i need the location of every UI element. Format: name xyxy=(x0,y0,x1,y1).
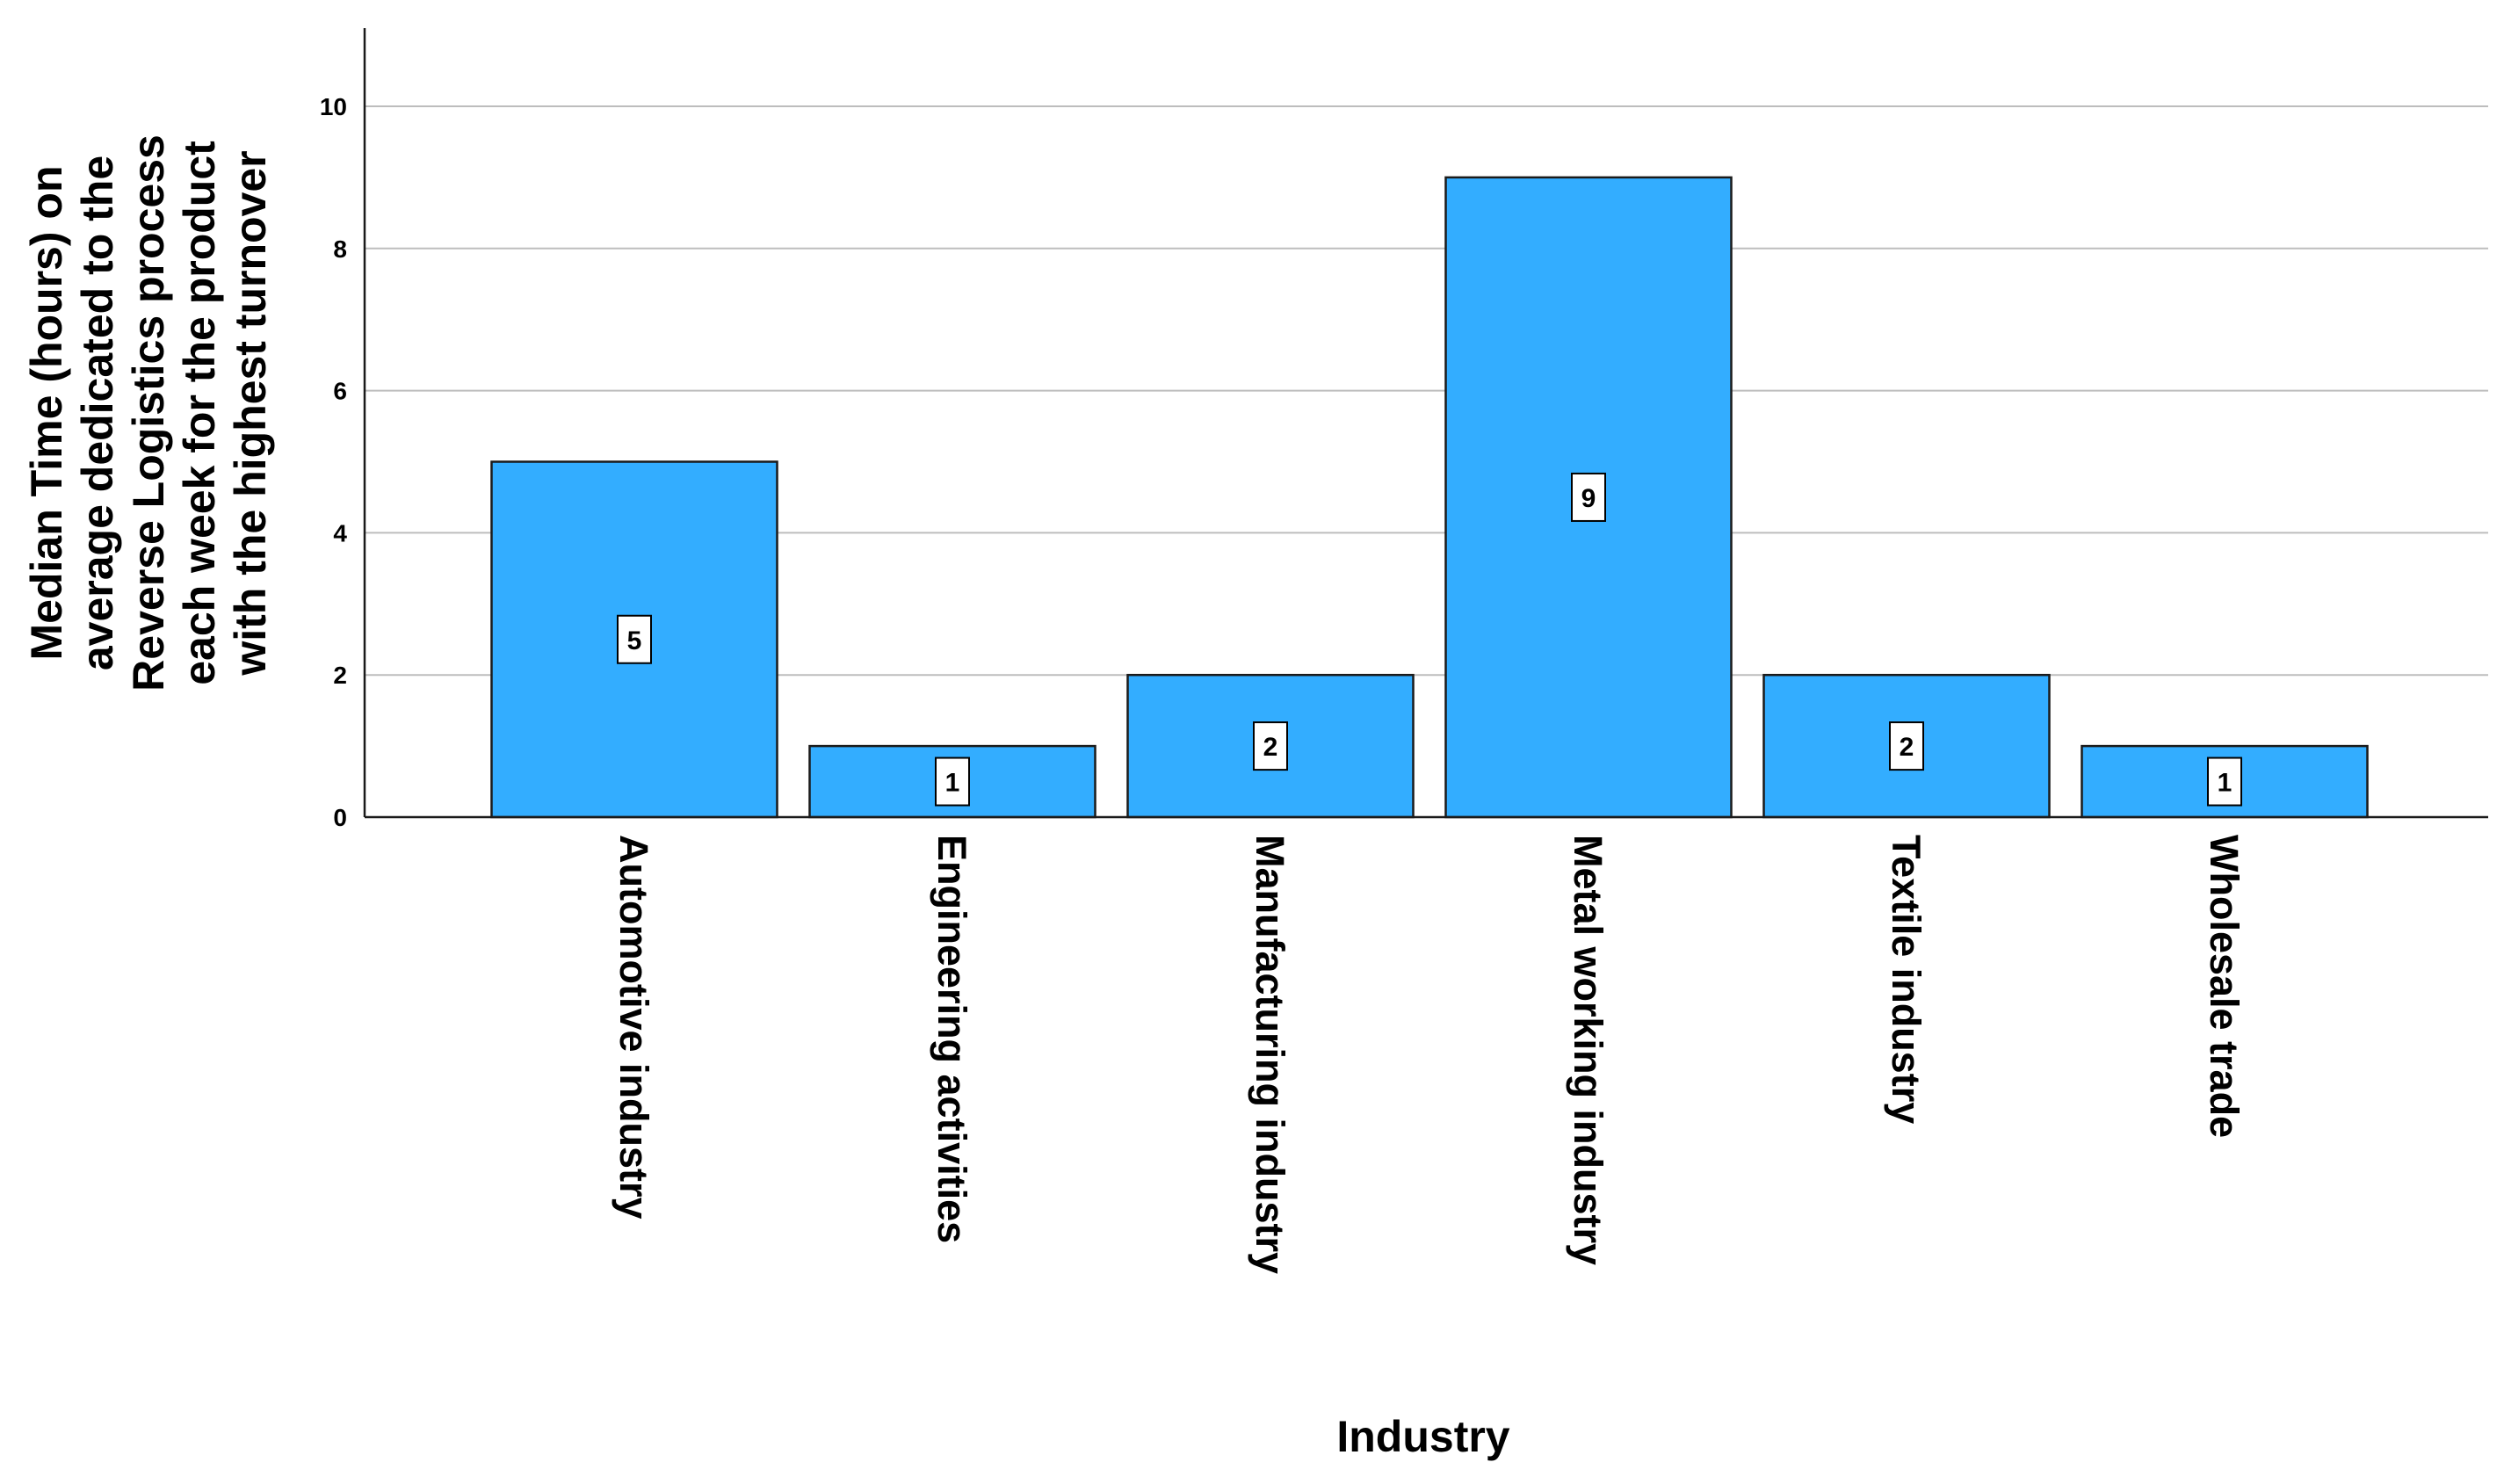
y-axis-title-line: with the highest turnover xyxy=(226,150,275,676)
bars xyxy=(490,176,2369,819)
data-label-box xyxy=(617,614,652,664)
data-label-text: 9 xyxy=(1581,484,1596,513)
y-tick-label: 10 xyxy=(320,93,347,120)
y-axis-title-line: Reverse Logistics process xyxy=(124,134,173,691)
data-label-text: 1 xyxy=(945,769,960,798)
x-category-label: Metal working industry xyxy=(1566,835,1610,1265)
data-label: 9 xyxy=(1571,472,1606,522)
y-tick-labels: 0 2 4 6 8 10 xyxy=(320,93,348,831)
y-tick-label: 8 xyxy=(333,235,347,263)
data-label: 2 xyxy=(1253,721,1288,771)
y-axis-title-line: each week for the product xyxy=(175,141,224,685)
axes xyxy=(363,28,2488,819)
y-axis-title: Median Time (hours) onaverage dedicated … xyxy=(22,134,275,691)
x-category-label: Wholesale trade xyxy=(2202,835,2247,1138)
data-label-box xyxy=(935,756,970,807)
y-axis-title-line: average dedicated to the xyxy=(73,156,122,670)
y-axis-title-line: Median Time (hours) on xyxy=(22,166,71,661)
data-label-box xyxy=(1889,721,1924,771)
data-label: 1 xyxy=(2207,756,2242,807)
y-tick-label: 6 xyxy=(333,378,347,405)
data-label-text: 2 xyxy=(1900,733,1914,762)
data-label: 5 xyxy=(617,614,652,664)
data-label-box xyxy=(2207,756,2242,807)
y-tick-label: 0 xyxy=(333,804,347,831)
y-tick-label: 4 xyxy=(333,519,347,547)
data-label: 2 xyxy=(1889,721,1924,771)
data-label-text: 2 xyxy=(1263,733,1278,762)
data-labels: 5 1 2 9 2 1 xyxy=(617,472,2242,807)
x-category-label: Engineering activities xyxy=(930,835,974,1243)
data-label: 1 xyxy=(935,756,970,807)
x-category-label: Textile industry xyxy=(1884,835,1929,1124)
x-category-label: Automotive industry xyxy=(612,835,656,1220)
y-tick-label: 2 xyxy=(333,662,347,689)
data-label-text: 5 xyxy=(627,626,642,655)
data-label-text: 1 xyxy=(2218,769,2233,798)
data-label-box xyxy=(1571,472,1606,522)
x-axis-title: Industry xyxy=(1336,1412,1509,1461)
x-category-label: Manufacturing industry xyxy=(1248,835,1292,1274)
data-label-box xyxy=(1253,721,1288,771)
x-category-labels: Automotive industry Engineering activitie… xyxy=(612,835,2247,1274)
